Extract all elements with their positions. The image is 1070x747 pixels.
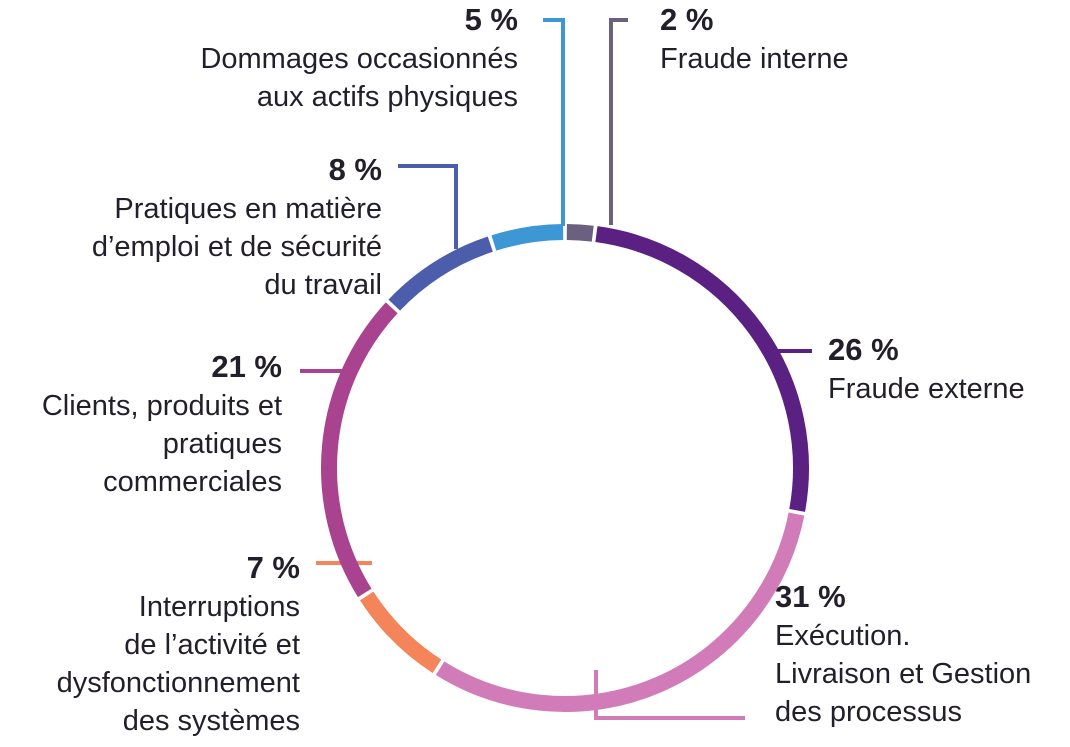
slice-category-label: de l’activité et [124,629,300,661]
leader-line [543,18,565,226]
slice-value-label: 8 % [329,152,382,187]
slice-category-label: aux actifs physiques [257,81,518,113]
donut-slice [566,224,594,242]
slice-category-label: Dommages occasionnés [200,43,518,75]
slice-value-label: 21 % [211,349,282,384]
donut-slice [321,302,398,598]
donut-slice [491,224,564,251]
slice-category-label: Exécution. [775,620,910,652]
donut-slice [360,591,442,673]
donut-slice [388,236,493,311]
leader-line [398,164,458,249]
leader-line [609,18,628,225]
slice-category-label: Fraude interne [660,43,849,75]
slice-category-label: Livraison et Gestion [775,658,1031,690]
slice-category-label: du travail [264,269,382,301]
slice-category-label: Clients, produits et [42,390,282,422]
donut-slice [595,226,809,512]
donut-slice [435,512,805,712]
slice-category-label: pratiques [163,428,282,460]
leader-line [594,670,745,720]
slice-category-label: Interruptions [139,591,300,623]
slice-category-label: d’emploi et de sécurité [92,231,382,263]
slice-category-label: Pratiques en matière [114,193,382,225]
slice-value-label: 31 % [775,579,846,614]
slice-value-label: 5 % [465,2,518,37]
slice-value-label: 26 % [828,332,899,367]
slice-category-label: commerciales [103,466,282,498]
slice-value-label: 2 % [660,2,713,37]
slice-value-label: 7 % [247,550,300,585]
slice-category-label: des systèmes [123,705,300,737]
slice-category-label: Fraude externe [828,373,1025,405]
slice-category-label: des processus [775,696,962,728]
slice-category-label: dysfonctionnement [57,667,300,699]
